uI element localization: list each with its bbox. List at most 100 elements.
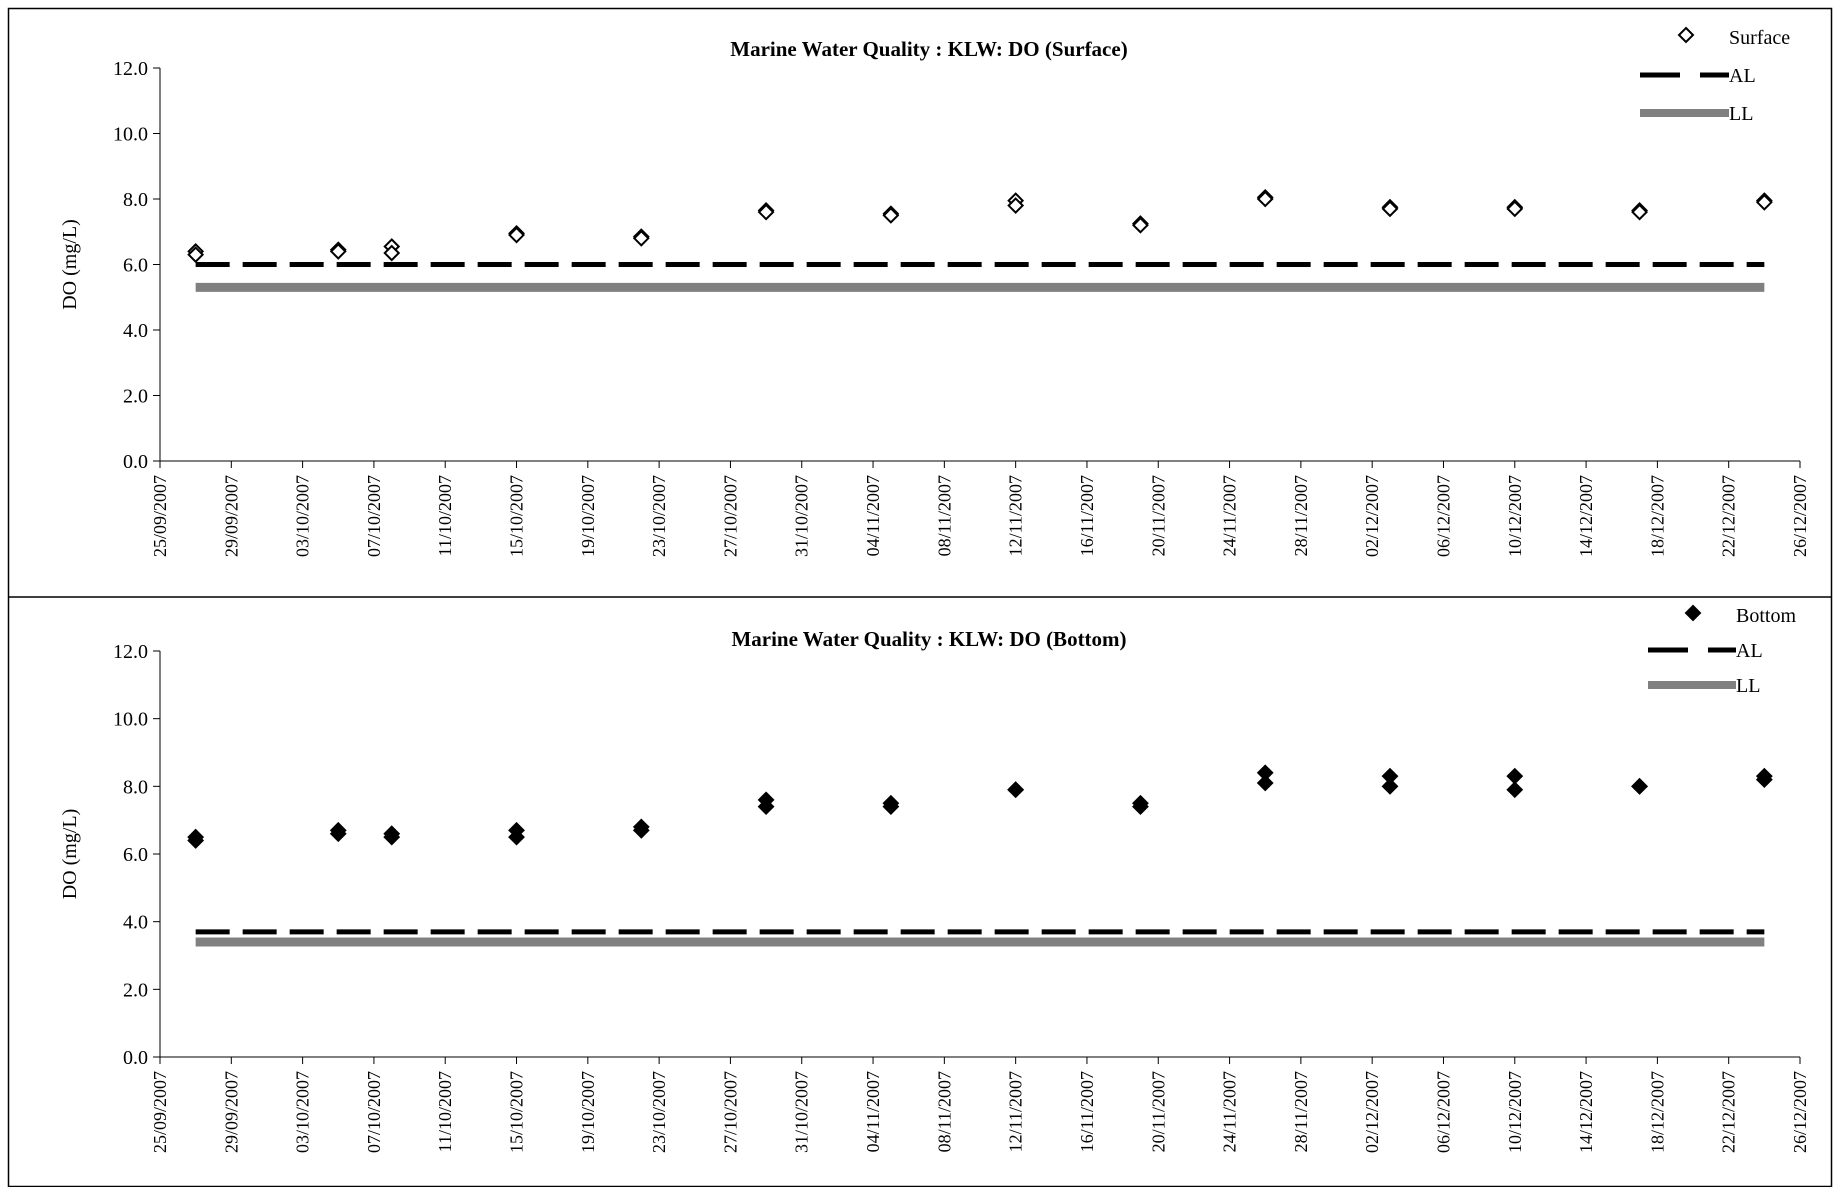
legend: Bottom AL LL [1648, 604, 1796, 697]
x-tick-label: 22/12/2007 [1719, 475, 1739, 557]
legend-label-ll: LL [1736, 675, 1760, 697]
x-tick-label: 19/10/2007 [578, 475, 598, 557]
data-point-bottom [383, 828, 401, 846]
x-tick-label: 10/12/2007 [1505, 475, 1525, 557]
data-point-bottom [1631, 777, 1648, 795]
x-tick-label: 28/11/2007 [1291, 1071, 1311, 1152]
legend-label-al: AL [1729, 65, 1756, 87]
x-tick-label: 07/10/2007 [364, 1071, 384, 1153]
x-tick-label: 07/10/2007 [364, 475, 384, 557]
data-point-surface [882, 206, 900, 224]
x-tick-label: 25/09/2007 [150, 475, 170, 557]
x-tick-label: 12/11/2007 [1006, 475, 1026, 556]
data-point-surface [1631, 203, 1648, 221]
x-tick-label: 22/12/2007 [1719, 1071, 1739, 1153]
x-tick-label: 31/10/2007 [792, 475, 812, 557]
data-point-bottom [632, 821, 650, 839]
chart-panel-2: Marine Water Quality : KLW: DO (Bottom) D… [59, 604, 1810, 1153]
x-tick-label: 28/11/2007 [1291, 475, 1311, 556]
y-tick-label: 8.0 [123, 189, 148, 211]
data-point-bottom [329, 825, 347, 843]
x-tick-label: 26/12/2007 [1790, 1071, 1810, 1153]
y-tick-label: 0.0 [123, 451, 148, 473]
data-point-surface [1755, 193, 1773, 211]
y-tick-label: 0.0 [123, 1047, 148, 1069]
y-tick-label: 12.0 [113, 58, 148, 80]
x-tick-label: 16/11/2007 [1077, 1071, 1097, 1152]
legend-label-al: AL [1736, 640, 1763, 662]
data-point-bottom [1381, 777, 1399, 795]
y-axis-label: DO (mg/L) [59, 219, 81, 310]
x-tick-label: 10/12/2007 [1505, 1071, 1525, 1153]
x-tick-label: 14/12/2007 [1576, 475, 1596, 557]
x-tick-label: 23/10/2007 [649, 1071, 669, 1153]
y-tick-label: 8.0 [123, 776, 148, 798]
y-tick-label: 6.0 [123, 844, 148, 866]
x-tick-label: 20/11/2007 [1148, 475, 1168, 556]
chart-title: Marine Water Quality : KLW: DO (Bottom) [731, 627, 1126, 651]
x-tick-label: 24/11/2007 [1220, 1071, 1240, 1152]
x-tick-label: 15/10/2007 [507, 475, 527, 557]
data-point-surface [329, 242, 347, 260]
legend-label-surface: Surface [1729, 27, 1790, 49]
data-point-surface [508, 226, 525, 244]
legend-marker-bottom [1684, 604, 1702, 622]
data-point-surface [632, 229, 650, 247]
y-tick-label: 2.0 [123, 386, 148, 408]
x-tick-label: 04/11/2007 [863, 475, 883, 556]
x-tick-label: 11/10/2007 [435, 1071, 455, 1152]
data-point-bottom [1132, 798, 1149, 816]
y-tick-label: 4.0 [123, 320, 148, 342]
x-tick-label: 06/12/2007 [1433, 1071, 1453, 1153]
x-tick-label: 19/10/2007 [578, 1071, 598, 1153]
x-tick-label: 23/10/2007 [649, 475, 669, 557]
x-tick-label: 25/09/2007 [150, 1071, 170, 1153]
x-tick-label: 26/12/2007 [1790, 475, 1810, 557]
data-point-surface [1506, 200, 1524, 218]
x-tick-label: 18/12/2007 [1647, 475, 1667, 557]
y-tick-label: 4.0 [123, 912, 148, 934]
data-point-surface [1132, 216, 1149, 234]
x-tick-label: 20/11/2007 [1148, 1071, 1168, 1152]
data-point-surface [187, 246, 205, 264]
data-point-surface [1007, 197, 1025, 214]
legend-label-ll: LL [1729, 103, 1753, 125]
y-tick-label: 12.0 [113, 641, 148, 663]
data-point-bottom [1007, 781, 1025, 799]
legend-marker-surface [1677, 26, 1695, 44]
y-tick-label: 6.0 [123, 255, 148, 277]
data-point-bottom [1256, 774, 1274, 792]
x-tick-label: 24/11/2007 [1220, 475, 1240, 556]
y-tick-label: 10.0 [113, 124, 148, 146]
x-tick-label: 16/11/2007 [1077, 475, 1097, 556]
x-tick-label: 06/12/2007 [1433, 475, 1453, 557]
data-point-bottom [187, 832, 205, 849]
x-tick-label: 11/10/2007 [435, 475, 455, 556]
x-tick-label: 27/10/2007 [720, 1071, 740, 1153]
chart-title: Marine Water Quality : KLW: DO (Surface) [730, 37, 1127, 61]
x-tick-label: 08/11/2007 [934, 1071, 954, 1152]
data-point-surface [1381, 200, 1399, 218]
x-tick-label: 08/11/2007 [934, 475, 954, 556]
chart-panel-1: Marine Water Quality : KLW: DO (Surface)… [59, 26, 1810, 557]
x-tick-label: 02/12/2007 [1362, 1071, 1382, 1153]
y-tick-label: 10.0 [113, 709, 148, 731]
x-tick-label: 31/10/2007 [792, 1071, 812, 1153]
data-point-surface [383, 244, 401, 262]
data-point-surface [1256, 190, 1274, 208]
data-point-bottom [882, 798, 900, 816]
x-tick-label: 14/12/2007 [1576, 1071, 1596, 1153]
x-tick-label: 02/12/2007 [1362, 475, 1382, 557]
y-tick-label: 2.0 [123, 979, 148, 1001]
x-tick-label: 29/09/2007 [221, 1071, 241, 1153]
x-tick-label: 18/12/2007 [1647, 1071, 1667, 1153]
data-point-bottom [1506, 781, 1524, 799]
y-axis-label: DO (mg/L) [59, 809, 81, 900]
x-tick-label: 12/11/2007 [1006, 1071, 1026, 1152]
data-point-bottom [508, 828, 525, 846]
data-point-bottom [1755, 771, 1773, 788]
x-tick-label: 04/11/2007 [863, 1071, 883, 1152]
legend: Surface AL LL [1640, 26, 1790, 125]
x-tick-label: 15/10/2007 [507, 1071, 527, 1153]
